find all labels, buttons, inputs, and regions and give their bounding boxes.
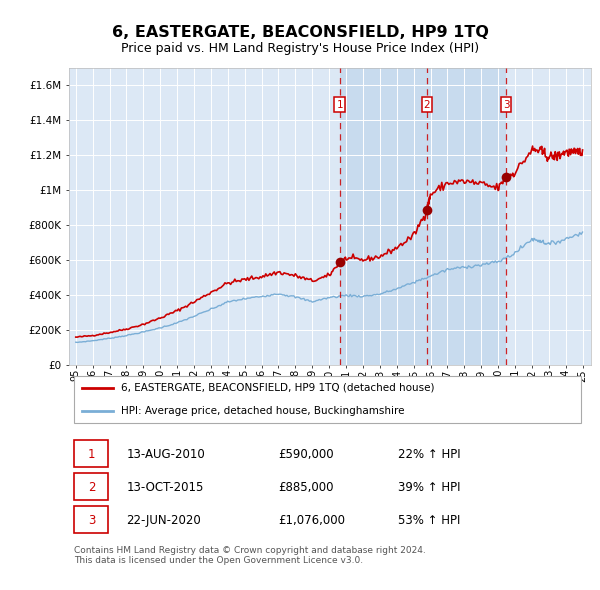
Text: Contains HM Land Registry data © Crown copyright and database right 2024.
This d: Contains HM Land Registry data © Crown c… (74, 546, 426, 565)
Text: 22% ↑ HPI: 22% ↑ HPI (398, 448, 460, 461)
Text: 22-JUN-2020: 22-JUN-2020 (127, 514, 201, 527)
Text: 2: 2 (88, 481, 95, 494)
Text: 6, EASTERGATE, BEACONSFIELD, HP9 1TQ (detached house): 6, EASTERGATE, BEACONSFIELD, HP9 1TQ (de… (121, 383, 434, 393)
Text: HPI: Average price, detached house, Buckinghamshire: HPI: Average price, detached house, Buck… (121, 406, 404, 416)
FancyBboxPatch shape (74, 376, 581, 422)
Text: 3: 3 (88, 514, 95, 527)
Text: 2: 2 (424, 100, 430, 110)
Text: Price paid vs. HM Land Registry's House Price Index (HPI): Price paid vs. HM Land Registry's House … (121, 42, 479, 55)
Text: 6, EASTERGATE, BEACONSFIELD, HP9 1TQ: 6, EASTERGATE, BEACONSFIELD, HP9 1TQ (112, 25, 488, 40)
Text: 1: 1 (337, 100, 343, 110)
Text: 1: 1 (88, 448, 95, 461)
Text: £885,000: £885,000 (278, 481, 334, 494)
FancyBboxPatch shape (74, 473, 108, 500)
FancyBboxPatch shape (74, 506, 108, 533)
Text: £1,076,000: £1,076,000 (278, 514, 345, 527)
Text: 39% ↑ HPI: 39% ↑ HPI (398, 481, 460, 494)
Text: 53% ↑ HPI: 53% ↑ HPI (398, 514, 460, 527)
Text: 3: 3 (503, 100, 509, 110)
FancyBboxPatch shape (74, 440, 108, 467)
Bar (340, 68, 506, 365)
Text: 13-OCT-2015: 13-OCT-2015 (127, 481, 204, 494)
Text: 13-AUG-2010: 13-AUG-2010 (127, 448, 205, 461)
Text: £590,000: £590,000 (278, 448, 334, 461)
